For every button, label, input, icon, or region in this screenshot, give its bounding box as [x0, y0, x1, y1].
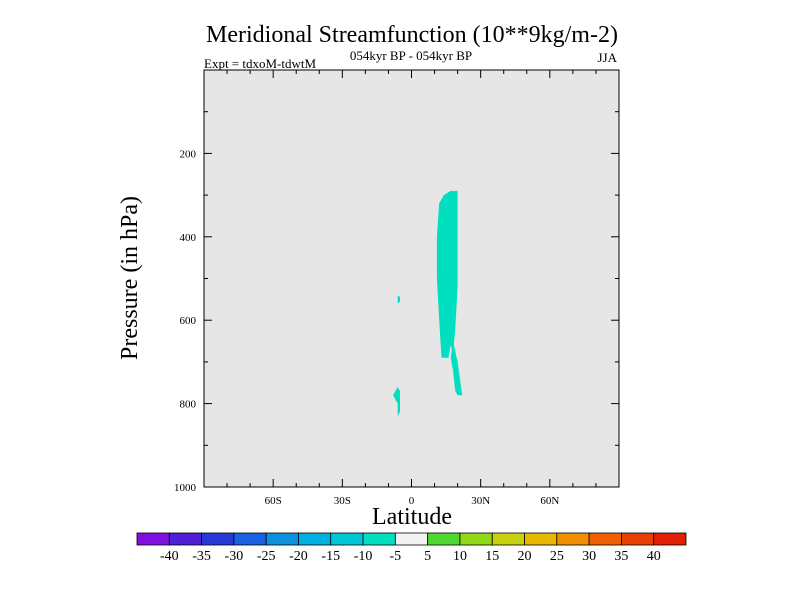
- chart-title: Meridional Streamfunction (10**9kg/m-2): [206, 22, 618, 48]
- colorbar-swatch: [394, 532, 429, 546]
- y-axis-label: Pressure (in hPa): [117, 196, 143, 360]
- colorbar-swatch: [588, 532, 622, 546]
- colorbar-label: 5: [424, 549, 431, 564]
- x-tick-label: 60N: [540, 495, 559, 507]
- colorbar-swatch: [136, 532, 170, 546]
- contour-regions: [393, 190, 463, 417]
- colorbar-label: 25: [550, 549, 564, 564]
- colorbar: -40 -35 -30 -25 -20 -15 -10 -5 5 10 15 20 25 30 35 40: [136, 532, 687, 564]
- region-tropical-tail: [450, 341, 463, 396]
- colorbar-label: -30: [225, 549, 244, 564]
- x-tick-label: 60S: [265, 495, 282, 507]
- x-tick-label: 0: [409, 495, 415, 507]
- x-tick-label: 30S: [334, 495, 351, 507]
- chart-subtitle-right: JJA: [597, 50, 617, 65]
- colorbar-label: 35: [614, 549, 628, 564]
- colorbar-swatch: [362, 532, 396, 546]
- y-tick-label: 1000: [174, 482, 197, 494]
- colorbar-swatch: [459, 532, 493, 546]
- chart-subtitle-left: Expt = tdxoM-tdwtM: [204, 56, 316, 71]
- colorbar-swatch: [201, 532, 235, 546]
- colorbar-swatch: [298, 532, 332, 546]
- y-tick-label: 600: [180, 315, 197, 327]
- x-axis-label: Latitude: [372, 504, 452, 530]
- colorbar-label: -15: [321, 549, 340, 564]
- colorbar-swatch: [427, 532, 461, 546]
- colorbar-label: -20: [289, 549, 308, 564]
- region-tropical-column: [436, 190, 458, 358]
- colorbar-label: 10: [453, 549, 467, 564]
- axis-ticks: 60S 30S 0 30N 60N 200 400 600 800 1000: [174, 70, 620, 507]
- colorbar-label: -5: [390, 549, 402, 564]
- colorbar-swatch: [330, 532, 364, 546]
- colorbar-label: -25: [257, 549, 276, 564]
- colorbar-label: -35: [192, 549, 211, 564]
- colorbar-swatch: [653, 532, 687, 546]
- colorbar-swatch: [621, 532, 655, 546]
- colorbar-label: 40: [647, 549, 661, 564]
- region-southern-dot: [397, 295, 400, 304]
- chart-subtitle-center: 054kyr BP - 054kyr BP: [350, 48, 472, 63]
- colorbar-swatch: [265, 532, 299, 546]
- colorbar-swatch: [556, 532, 590, 546]
- colorbar-swatch: [233, 532, 267, 546]
- colorbar-label: -40: [160, 549, 179, 564]
- colorbar-swatch: [491, 532, 525, 546]
- plot-area: [204, 70, 619, 487]
- y-tick-label: 800: [180, 399, 197, 411]
- colorbar-label: -10: [354, 549, 373, 564]
- x-tick-label: 30N: [471, 495, 490, 507]
- colorbar-label: 15: [485, 549, 499, 564]
- colorbar-label: 20: [518, 549, 532, 564]
- region-southern-patch: [393, 386, 400, 417]
- colorbar-swatch: [168, 532, 202, 546]
- y-tick-label: 200: [180, 148, 197, 160]
- colorbar-swatch: [524, 532, 558, 546]
- colorbar-label: 30: [582, 549, 596, 564]
- y-tick-label: 400: [180, 232, 197, 244]
